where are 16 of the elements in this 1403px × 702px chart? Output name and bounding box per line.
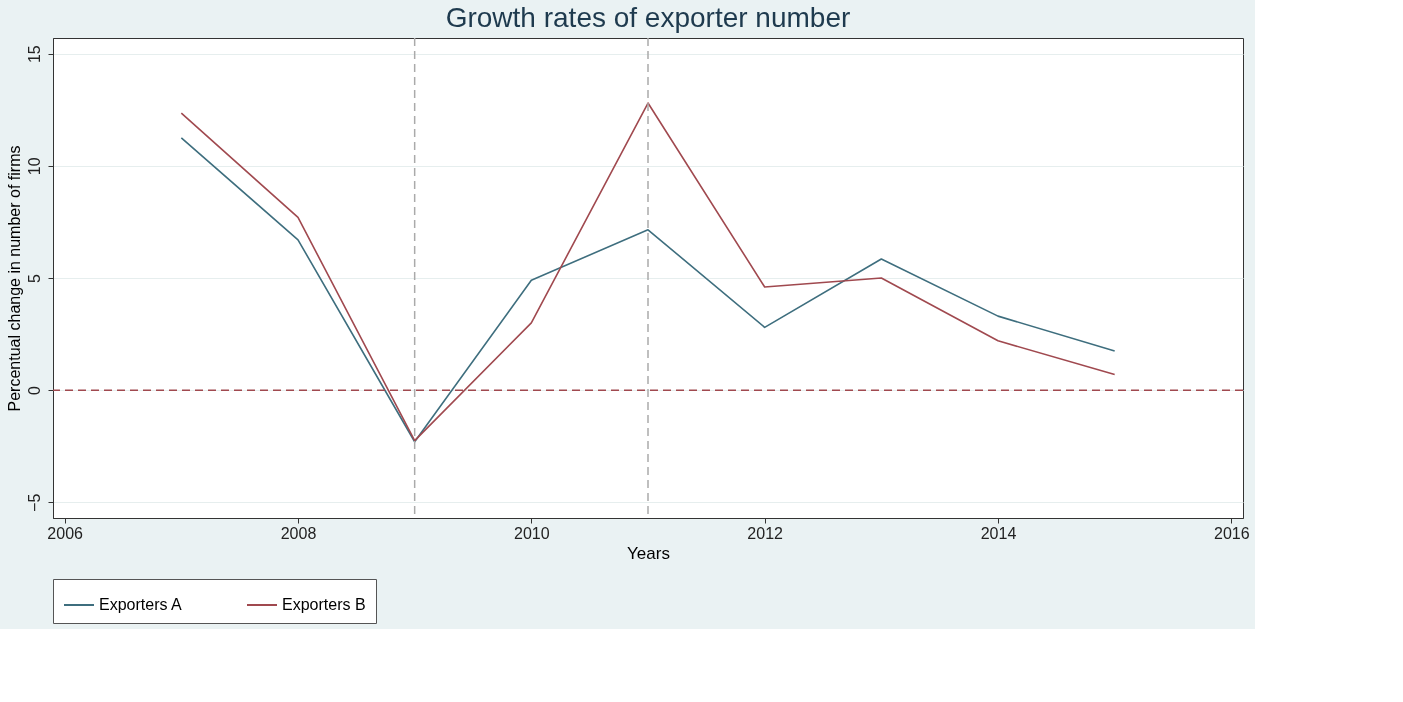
y-tick-label: 10: [25, 157, 43, 176]
y-axis-title: Percentual change in number of firms: [5, 145, 23, 412]
legend-label: Exporters A: [99, 596, 183, 613]
y-tick-label: 5: [25, 273, 43, 283]
legend-label: Exporters B: [282, 596, 366, 613]
x-tick-label: 2012: [747, 524, 784, 542]
y-tick-label: 15: [25, 45, 43, 64]
y-tick-label: 0: [25, 386, 43, 396]
chart-title: Growth rates of exporter number: [445, 2, 851, 34]
x-tick-label: 2008: [280, 524, 317, 542]
y-tick-label: −5: [25, 493, 43, 512]
x-tick-label: 2016: [1214, 524, 1250, 542]
x-tick-label: 2006: [47, 524, 84, 542]
x-tick-label: 2014: [980, 524, 1017, 542]
x-tick-label: 2010: [514, 524, 550, 542]
x-axis-title: Years: [627, 543, 670, 563]
